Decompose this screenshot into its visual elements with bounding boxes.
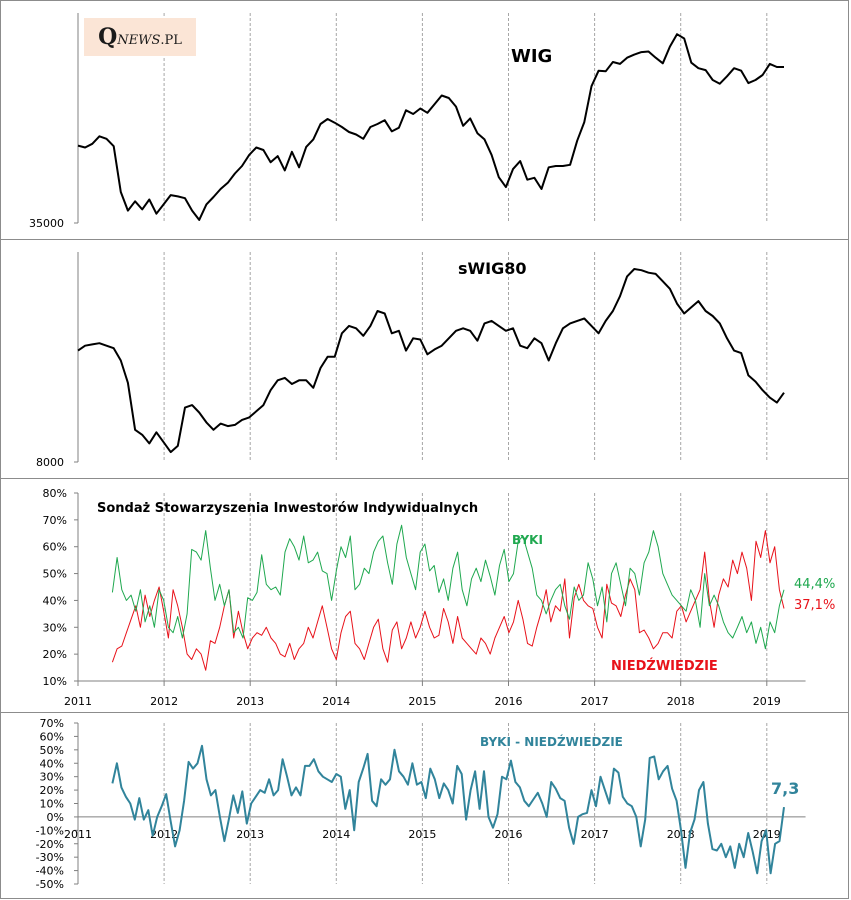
y-tick-label: -50% <box>36 878 64 891</box>
x-tick-label: 2013 <box>236 828 264 841</box>
wig-chart: 35000 <box>29 13 784 230</box>
x-tick-label: 2016 <box>495 828 523 841</box>
x-tick-label: 2017 <box>581 695 609 708</box>
spread-panel: -50% -40% -30% -20% -10% 0% 10% 20% 30% 40% 50% 60%… <box>0 712 849 899</box>
y-tick-label: 50% <box>43 568 67 581</box>
y-tick-label: -30% <box>36 851 64 864</box>
sentiment-chart: 10% 20% 30% 40% 50% 60% 70% 80% 2011 2012 2013 2014… <box>43 487 806 708</box>
spread-last-value: 7,3 <box>771 779 800 798</box>
wig-line <box>77 33 784 221</box>
x-tick-label: 2019 <box>753 695 781 708</box>
y-tick-label: -10% <box>36 824 64 837</box>
swig80-title: sWIG80 <box>458 259 527 278</box>
swig80-line <box>77 268 785 454</box>
logo-text: QNEWS.PL <box>98 24 182 50</box>
x-tick-label: 2013 <box>236 695 264 708</box>
bulls-label: BYKI <box>512 533 543 547</box>
logo-news: NEWS <box>117 33 161 48</box>
y-tick-label: 40% <box>43 594 67 607</box>
y-tick-label: 60% <box>43 541 67 554</box>
x-tick-label: 2014 <box>322 695 350 708</box>
x-tick-label: 2011 <box>64 695 92 708</box>
y-tick-label: 10% <box>40 798 64 811</box>
y-tick-label: 0% <box>47 811 64 824</box>
y-tick-label: 20% <box>40 784 64 797</box>
x-tick-label: 2014 <box>322 828 350 841</box>
bears-label: NIEDŹWIEDZIE <box>611 659 718 674</box>
wig-title: WIG <box>511 46 553 67</box>
y-tick-label: 50% <box>40 744 64 757</box>
y-tick-label: 35000 <box>29 217 64 230</box>
bulls-line <box>111 524 785 650</box>
spread-chart: -50%-40%-30%-20%-10%0%10%20%30%40%50%60%… <box>36 717 806 891</box>
x-tick-label: 2015 <box>408 695 436 708</box>
y-tick-label: 30% <box>43 621 67 634</box>
y-tick-label: 70% <box>43 514 67 527</box>
y-tick-label: 80% <box>43 487 67 500</box>
y-tick-label: 40% <box>40 757 64 770</box>
y-tick-label: 70% <box>40 717 64 730</box>
logo-pl: .PL <box>160 33 182 48</box>
bears-last-value: 37,1% <box>794 598 836 613</box>
sentiment-title: Sondaż Stowarzyszenia Inwestorów Indywid… <box>97 501 479 516</box>
qnews-logo: QNEWS.PL <box>84 18 196 56</box>
x-tick-label: 2011 <box>64 828 92 841</box>
wig-panel: 35000 QNEWS.PL WIG <box>0 0 849 240</box>
x-tick-label: 2012 <box>150 828 178 841</box>
y-tick-label: 20% <box>43 648 67 661</box>
y-tick-label: 10% <box>43 675 67 688</box>
x-tick-label: 2016 <box>495 695 523 708</box>
y-tick-label: 30% <box>40 771 64 784</box>
sentiment-panel: 10% 20% 30% 40% 50% 60% 70% 80% 2011 2012 2013 2014… <box>0 478 849 713</box>
y-tick-label: 60% <box>40 730 64 743</box>
x-tick-label: 2012 <box>150 695 178 708</box>
spread-title: BYKI - NIEDŹWIEDZIE <box>480 735 623 749</box>
x-tick-label: 2017 <box>581 828 609 841</box>
x-tick-label: 2018 <box>667 695 695 708</box>
y-tick-label: -40% <box>36 865 64 878</box>
swig80-chart: 8000 <box>36 252 785 469</box>
logo-q: Q <box>98 24 118 50</box>
swig80-panel: 8000 sWIG80 <box>0 239 849 479</box>
y-tick-label: 8000 <box>36 456 64 469</box>
x-tick-label: 2015 <box>408 828 436 841</box>
bulls-last-value: 44,4% <box>794 577 836 592</box>
spread-line <box>111 744 785 875</box>
y-tick-label: -20% <box>36 838 64 851</box>
